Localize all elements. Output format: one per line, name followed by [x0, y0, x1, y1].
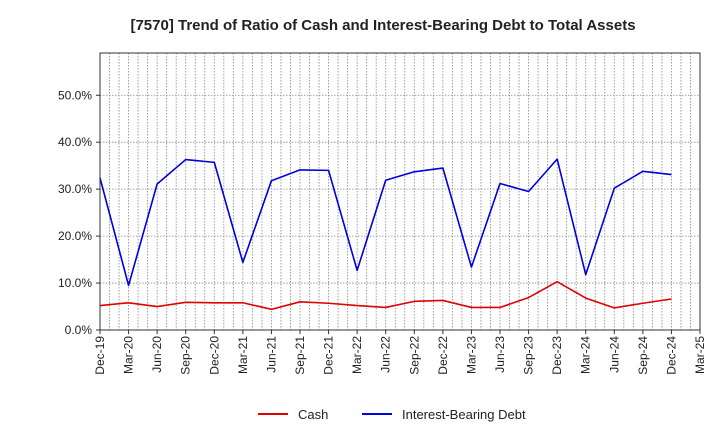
x-tick-label: Jun-22	[379, 336, 393, 373]
x-tick-label: Mar-25	[693, 336, 707, 374]
x-tick-label: Sep-21	[293, 336, 307, 375]
x-tick-label: Sep-20	[179, 336, 193, 375]
x-tick-label: Sep-22	[407, 336, 421, 375]
legend-label: Interest-Bearing Debt	[402, 407, 526, 422]
y-tick-label: 40.0%	[58, 135, 92, 149]
x-tick-label: Mar-23	[464, 336, 478, 374]
x-tick-label: Jun-21	[264, 336, 278, 373]
axes: 0.0% 10.0% 20.0% 30.0% 40.0% 50.0% Dec-19 Mar-2…	[58, 88, 707, 374]
x-tick-label: Sep-23	[522, 336, 536, 375]
x-tick-label: Dec-23	[550, 336, 564, 375]
x-tick-label: Dec-20	[207, 336, 221, 375]
chart-title: [7570] Trend of Ratio of Cash and Intere…	[130, 17, 635, 34]
x-tick-label: Dec-22	[436, 336, 450, 375]
x-tick-label: Mar-24	[579, 336, 593, 374]
x-tick-label: Mar-21	[236, 336, 250, 374]
plot-area-frame	[99, 52, 701, 331]
x-tick-label: Dec-21	[322, 336, 336, 375]
legend-label: Cash	[298, 407, 328, 422]
y-tick-label: 0.0%	[65, 323, 93, 337]
x-tick-label: Mar-22	[350, 336, 364, 374]
series-lines	[99, 158, 672, 311]
series-line-cash	[99, 280, 672, 311]
x-tick-label: Jun-20	[150, 336, 164, 373]
x-tick-label: Jun-23	[493, 336, 507, 373]
y-tick-label: 50.0%	[58, 88, 92, 102]
x-tick-label: Dec-24	[664, 336, 678, 375]
grid	[100, 53, 700, 330]
x-tick-label: Sep-24	[636, 336, 650, 375]
x-tick-label: Dec-19	[93, 336, 107, 375]
x-tick-label: Mar-20	[122, 336, 136, 374]
legend: Cash Interest-Bearing Debt	[258, 407, 526, 422]
y-tick-label: 20.0%	[58, 229, 92, 243]
x-tick-label: Jun-24	[607, 336, 621, 373]
y-tick-label: 30.0%	[58, 182, 92, 196]
series-line-interest-bearing-debt	[99, 158, 672, 287]
y-tick-label: 10.0%	[58, 276, 92, 290]
